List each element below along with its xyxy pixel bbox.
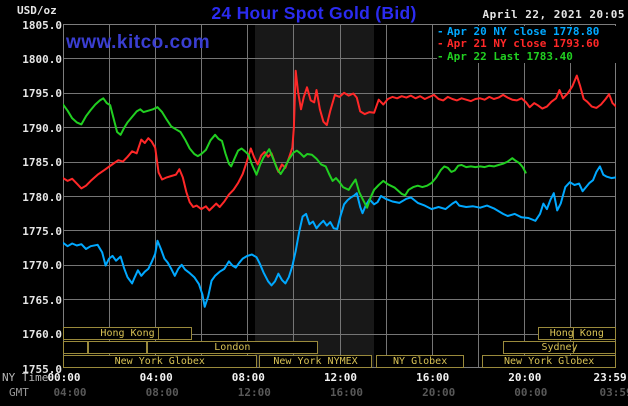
session-box-new-york-globex: New York Globex xyxy=(482,355,616,368)
price-line-apr20_cyan xyxy=(63,165,616,308)
y-axis-units-label: USD/oz xyxy=(17,4,57,17)
price-line-apr21_red xyxy=(63,69,616,212)
y-tick-label: 1800.0 xyxy=(22,52,62,66)
legend-row: - Apr 22 Last 1783.40 xyxy=(437,49,628,63)
legend-row: - Apr 21 NY close 1793.60 xyxy=(437,37,628,51)
y-tick-label: 1775.0 xyxy=(22,224,62,238)
session-box xyxy=(63,341,89,354)
x-tick-label: 03:59 xyxy=(599,386,628,399)
x-tick-label: 16:00 xyxy=(416,371,450,384)
x-tick-label: 00:00 xyxy=(514,386,548,399)
session-box-hong-kong: Hong Kong xyxy=(63,327,193,340)
price-lines xyxy=(63,69,616,308)
legend-label: Apr 22 Last 1783.40 xyxy=(447,49,573,63)
plot-area: Hong Kong Hong Kong London Sydney New York G… xyxy=(63,24,616,368)
gridline-horizontal xyxy=(63,196,616,197)
price-line-apr22_green xyxy=(63,97,527,209)
legend-line-swatch: - xyxy=(437,37,444,51)
session-box xyxy=(88,341,148,354)
y-tick-label: 1785.0 xyxy=(22,156,62,170)
session-box-divider xyxy=(573,342,575,353)
kitco-watermark-link[interactable]: www.kitco.com xyxy=(66,32,211,53)
session-box-divider xyxy=(158,328,160,339)
y-tick-label: 1760.0 xyxy=(22,328,62,342)
x-axis-ny-time-row: NY Time 00:00 04:00 08:00 12:00 16:00 20:00 23… xyxy=(0,371,628,384)
gridline-horizontal xyxy=(63,299,616,300)
x-tick-label: 23:59 xyxy=(593,371,627,384)
x-tick-label: 20:00 xyxy=(508,371,542,384)
session-box-hong-kong: Hong Kong xyxy=(537,327,616,340)
legend-line-swatch: - xyxy=(437,25,444,38)
page-title: 24 Hour Spot Gold (Bid) xyxy=(211,3,417,23)
y-tick-label: 1805.0 xyxy=(22,18,62,32)
x-tick-label: 20:00 xyxy=(422,386,456,399)
y-tick-label: 1780.0 xyxy=(22,190,62,204)
chart-legend: - Apr 20 NY close 1778.80- Apr 21 NY close… xyxy=(437,25,628,64)
x-tick-label: 12:00 xyxy=(237,386,271,399)
legend-line-swatch: - xyxy=(437,49,444,63)
session-box-london: London xyxy=(147,341,318,354)
x-tick-label: 08:00 xyxy=(231,371,265,384)
gridline-horizontal xyxy=(63,265,616,266)
gridline-horizontal xyxy=(63,334,616,335)
x-tick-label: 04:00 xyxy=(139,371,173,384)
session-box-ny-globex: NY Globex xyxy=(376,355,464,368)
y-tick-label: 1755.0 xyxy=(22,362,62,376)
session-box-divider xyxy=(573,328,575,339)
x-tick-label: 04:00 xyxy=(53,386,87,399)
gmt-row-label: GMT xyxy=(9,386,29,399)
x-axis-gmt-row: GMT 04:00 08:00 12:00 16:00 20:00 00:00 03:59 xyxy=(0,386,628,399)
y-tick-label: 1790.0 xyxy=(22,121,62,135)
gridline-horizontal xyxy=(63,58,616,59)
gridline-horizontal xyxy=(63,93,616,94)
session-box-new-york-nymex: New York NYMEX xyxy=(259,355,372,368)
x-tick-label: 12:00 xyxy=(323,371,358,384)
y-tick-label: 1770.0 xyxy=(22,259,62,273)
x-tick-label: 16:00 xyxy=(329,386,364,399)
gridline-horizontal xyxy=(63,127,616,128)
chart-timestamp: April 22, 2021 20:05 xyxy=(482,8,625,21)
legend-row: - Apr 20 NY close 1778.80 xyxy=(437,25,628,38)
y-tick-label: 1765.0 xyxy=(22,293,62,307)
y-tick-label: 1795.0 xyxy=(22,87,62,101)
legend-label: Apr 21 NY close 1793.60 xyxy=(447,37,600,51)
x-tick-label: 08:00 xyxy=(145,386,179,399)
gridline-horizontal xyxy=(63,162,616,163)
session-box-sydney: Sydney xyxy=(503,341,616,354)
x-tick-label: 00:00 xyxy=(47,371,81,384)
gridline-horizontal xyxy=(63,230,616,231)
ny-time-row-label: NY Time xyxy=(2,371,49,384)
session-box-new-york-globex: New York Globex xyxy=(63,355,257,368)
legend-label: Apr 20 NY close 1778.80 xyxy=(447,25,600,38)
